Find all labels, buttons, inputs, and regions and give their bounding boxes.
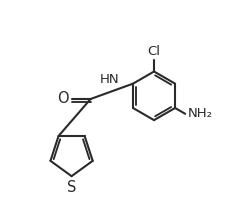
Text: Cl: Cl — [147, 45, 160, 58]
Text: O: O — [56, 92, 68, 107]
Text: HN: HN — [100, 73, 119, 86]
Text: S: S — [67, 180, 76, 195]
Text: NH₂: NH₂ — [186, 107, 212, 120]
